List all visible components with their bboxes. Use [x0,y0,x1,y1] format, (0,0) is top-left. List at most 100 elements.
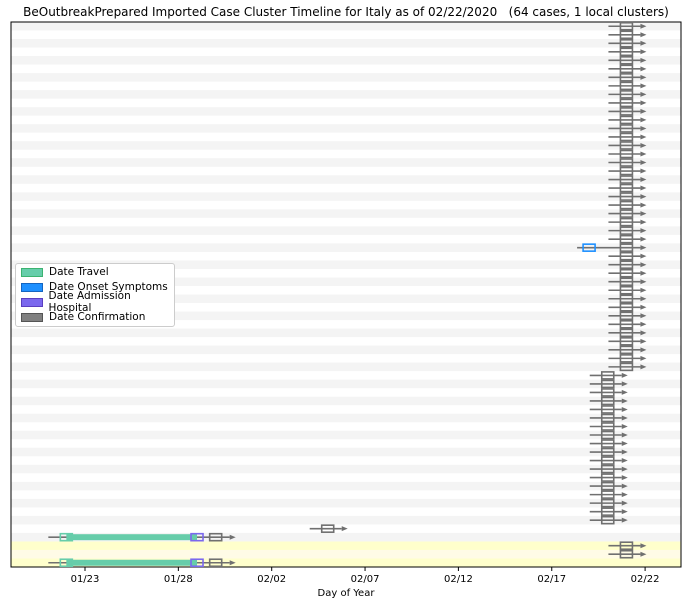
confirmation-marker [619,141,634,150]
row-band [11,56,681,65]
legend-swatch-confirmation [21,312,43,322]
confirmation-marker [619,549,634,559]
row-band [11,294,681,304]
row-band [11,328,681,338]
timeline-arrowhead [640,100,647,106]
timeline-arrowhead [621,372,628,378]
confirmation-marker [619,243,634,252]
confirmation-marker [600,456,615,465]
timeline-arrowhead [640,177,647,183]
x-tick-label: 01/23 [71,574,100,585]
row-band [11,515,681,525]
confirmation-marker [619,362,634,372]
timeline-arrowhead [341,526,348,532]
confirmation-marker [600,388,615,397]
row-band [11,413,681,423]
timeline-arrowhead [640,142,647,148]
row-band [11,532,681,542]
row-band [11,481,681,491]
confirmation-marker [619,302,634,312]
row-band [11,541,681,550]
row-band [11,558,681,567]
confirmation-marker [619,192,634,201]
timeline-arrowhead [621,492,628,498]
row-band [11,447,681,457]
legend-swatch-travel [21,267,43,277]
timeline-arrowhead [640,160,647,166]
row-band [11,39,681,48]
confirmation-marker [619,320,634,329]
row-band [11,549,681,559]
confirmation-marker [619,200,634,210]
confirmation-marker [619,183,634,193]
timeline-arrowhead [640,40,647,46]
x-tick-label: 02/12 [444,574,473,585]
x-tick-label: 02/02 [257,574,286,585]
confirmation-marker [600,481,615,491]
confirmation-marker [600,447,615,457]
confirmation-marker [600,464,615,474]
row-band [11,396,681,406]
confirmation-marker [619,73,634,82]
timeline-arrowhead [640,338,647,344]
timeline-arrowhead [640,202,647,208]
row-band [11,192,681,201]
timeline-arrowhead [640,364,647,370]
confirmation-marker [619,277,634,287]
legend-item-travel: Date Travel [21,265,109,279]
confirmation-marker [619,294,634,304]
travel-bar [66,559,198,566]
timeline-arrowhead [640,194,647,200]
confirmation-marker [619,132,634,142]
confirmation-marker [619,328,634,338]
x-axis-label: Day of Year [318,588,376,599]
timeline-arrowhead [640,219,647,225]
confirmation-marker [600,515,615,525]
confirmation-marker [619,217,634,227]
timeline-arrowhead [640,228,647,234]
admission-marker [190,532,204,542]
timeline-arrowhead [640,185,647,191]
row-band [11,22,681,31]
confirmation-marker [619,268,634,278]
timeline-arrowhead [640,347,647,353]
timeline-arrowhead [640,66,647,72]
x-tick-label: 02/07 [351,574,380,585]
confirmation-marker [619,149,634,159]
chart-title: BeOutbreakPrepared Imported Case Cluster… [23,5,669,19]
travel-marker [59,532,74,542]
legend-swatch-onset [21,282,43,292]
row-band [11,243,681,252]
confirmation-marker [600,422,615,431]
legend-label-travel: Date Travel [49,266,109,278]
timeline-arrowhead [621,500,628,506]
confirmation-marker [619,209,634,218]
confirmation-marker [619,90,634,99]
row-band [11,107,681,116]
timeline-arrowhead [621,441,628,447]
timeline-arrowhead [640,551,647,557]
confirmation-marker [619,166,634,176]
timeline-arrowhead [640,543,647,549]
legend-item-confirmation: Date Confirmation [21,310,145,324]
timeline-arrowhead [621,466,628,472]
timeline-arrowhead [621,406,628,412]
timeline-arrowhead [621,475,628,481]
row-band [11,158,681,167]
row-band [11,124,681,133]
confirmation-marker [619,260,634,269]
confirmation-marker [208,558,223,568]
row-band [11,345,681,355]
timeline-arrowhead [640,321,647,327]
confirmation-marker [600,405,615,414]
timeline-arrowhead [621,423,628,429]
legend-item-onset: Date Onset Symptoms [21,280,168,294]
confirmation-marker [619,175,634,184]
timeline-arrowhead [640,74,647,80]
timeline-arrowhead [640,168,647,174]
timeline-arrowhead [229,560,236,566]
confirmation-marker [619,337,634,346]
timeline-arrowhead [640,262,647,268]
confirmation-marker [619,47,634,57]
